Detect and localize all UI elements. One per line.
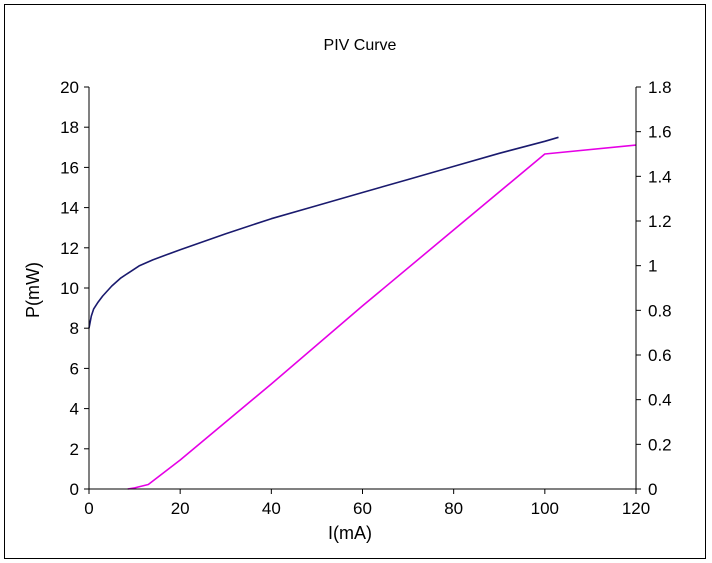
piv-chart: PIV Curve 0 20 40 60 80 100 120 02468101214161… — [23, 37, 672, 543]
y2-tick-label: 0 — [648, 480, 657, 499]
y-tick-label: 0 — [70, 480, 79, 499]
y2-tick-label: 1.8 — [648, 78, 672, 97]
y-tick-label: 8 — [70, 319, 79, 338]
y-tick-label: 18 — [60, 118, 79, 137]
y-tick-label: 16 — [60, 158, 79, 177]
x-tick-label: 100 — [531, 499, 559, 518]
y2-tick-label: 0.6 — [648, 346, 672, 365]
series-line-right-axis — [127, 144, 637, 490]
y2-tick-label: 1.2 — [648, 212, 672, 231]
x-tick-label: 60 — [353, 499, 372, 518]
y-axis-title: P(mW) — [23, 262, 43, 318]
y2-tick-label: 0.8 — [648, 301, 672, 320]
y-tick-label: 6 — [70, 359, 79, 378]
y-tick-label: 20 — [60, 78, 79, 97]
y-tick-label: 4 — [70, 400, 79, 419]
series-line-left-axis — [88, 136, 559, 329]
x-tick-label: 40 — [262, 499, 281, 518]
y2-tick-label: 1.6 — [648, 123, 672, 142]
x-tick-label: 20 — [171, 499, 190, 518]
x-axis-title: I(mA) — [328, 523, 372, 543]
x-tick-label: 0 — [84, 499, 93, 518]
y2-tick-label: 0.2 — [648, 435, 672, 454]
x-tick-label: 120 — [622, 499, 650, 518]
y2-tick-label: 0.4 — [648, 391, 672, 410]
y-tick-label: 12 — [60, 239, 79, 258]
chart-frame: PIV Curve 0 20 40 60 80 100 120 0 2 4 6 8 10 12 14 16 1… — [4, 4, 706, 559]
y-tick-label: 10 — [60, 279, 79, 298]
chart-title: PIV Curve — [324, 37, 397, 54]
y-tick-label: 14 — [60, 199, 79, 218]
y-tick-label: 2 — [70, 440, 79, 459]
x-tick-label: 80 — [444, 499, 463, 518]
plot-area — [89, 87, 636, 489]
y2-tick-label: 1 — [648, 257, 657, 276]
y2-tick-label: 1.4 — [648, 167, 672, 186]
